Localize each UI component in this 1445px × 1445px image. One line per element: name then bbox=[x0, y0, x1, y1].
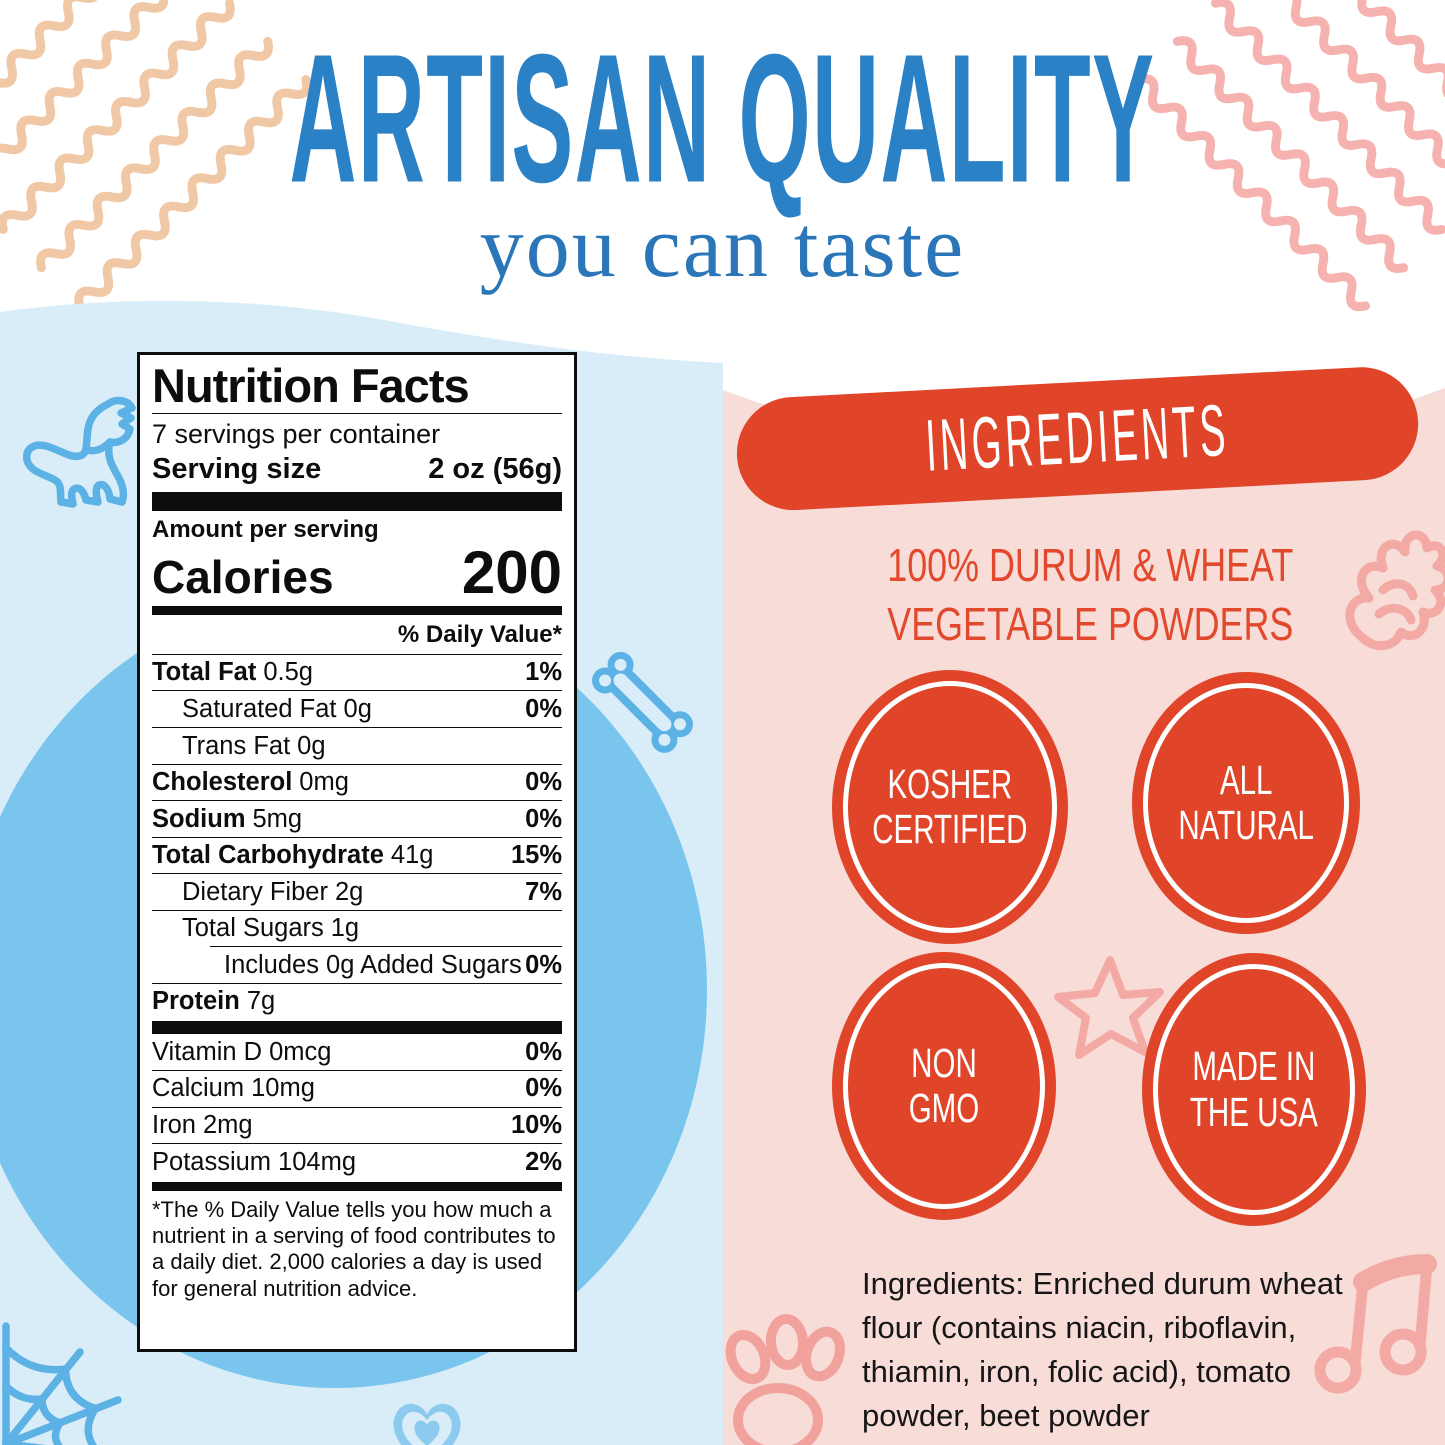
badge-line: CERTIFIED bbox=[872, 806, 1028, 852]
wavy-line bbox=[1287, 0, 1445, 159]
calories-label: Calories bbox=[152, 550, 334, 603]
badge-line: KOSHER bbox=[887, 760, 1013, 807]
badge-line: NATURAL bbox=[1178, 802, 1314, 848]
badge-non-gmo: NON GMO bbox=[832, 952, 1056, 1220]
divider-bar bbox=[152, 1021, 562, 1035]
paw-print-icon bbox=[725, 1314, 845, 1445]
subtitle-line-2: VEGETABLE POWDERS bbox=[887, 597, 1294, 650]
nutrition-facts-label: Nutrition Facts 7 servings per container… bbox=[137, 352, 577, 1352]
divider-bar bbox=[152, 1181, 562, 1191]
nutrient-row: Includes 0g Added Sugars 0% bbox=[210, 946, 562, 983]
wavy-line bbox=[1249, 0, 1445, 197]
nutrient-row: Total Fat 0.5g 1% bbox=[152, 658, 562, 687]
nutrient-row: Cholesterol 0mg 0% bbox=[152, 763, 562, 801]
wavy-line bbox=[1210, 0, 1445, 235]
servings-per-container: 7 servings per container bbox=[152, 418, 441, 449]
ingredients-text: Ingredients: Enriched durum wheat flour … bbox=[862, 1266, 1343, 1434]
badge-line: THE USA bbox=[1190, 1088, 1318, 1135]
subtitle-line-1: 100% DURUM & WHEAT bbox=[887, 539, 1294, 591]
nutrient-row: Dietary Fiber 2g 7% bbox=[152, 873, 562, 910]
badge-made-in-usa: MADE IN THE USA bbox=[1142, 953, 1366, 1226]
nutrient-row: Total Carbohydrate 41g 15% bbox=[152, 836, 562, 874]
badge-line: GMO bbox=[908, 1085, 980, 1131]
star-pasta-icon bbox=[1054, 956, 1164, 1059]
wavy-line bbox=[1134, 74, 1370, 312]
micronutrient-row: Calcium 10mg 0% bbox=[152, 1069, 562, 1107]
pink-panel bbox=[723, 388, 1445, 1445]
dinosaur-icon bbox=[23, 396, 136, 508]
wavy-line bbox=[0, 0, 159, 158]
top-right-waves-icon bbox=[1134, 0, 1445, 312]
wavy-line bbox=[74, 75, 312, 311]
ingredients-banner-title: INGREDIENTS bbox=[923, 390, 1232, 488]
badge-kosher-certified: KOSHER CERTIFIED bbox=[832, 670, 1068, 944]
page-title: ARTISAN QUALITY bbox=[289, 15, 1156, 221]
nutrient-row: Total Sugars 1g bbox=[152, 909, 562, 947]
wavy-line bbox=[36, 36, 273, 273]
badge-line: NON bbox=[911, 1039, 977, 1086]
calories-value: 200 bbox=[461, 538, 562, 606]
spider-web-icon bbox=[2, 1322, 122, 1445]
micronutrient-row: Vitamin D 0mcg 0% bbox=[152, 1037, 562, 1066]
music-note-icon bbox=[1314, 1254, 1437, 1394]
heart-pretzel-icon bbox=[393, 1403, 461, 1445]
page-subtitle: you can taste bbox=[479, 199, 966, 296]
serving-size-row: Serving size 2 oz (56g) bbox=[152, 451, 562, 492]
micronutrient-row: Iron 2mg 10% bbox=[152, 1106, 562, 1144]
divider-bar bbox=[152, 491, 562, 511]
ingredients-paragraph: Ingredients: Enriched durum wheat flour … bbox=[862, 1262, 1367, 1445]
divider-bar bbox=[152, 605, 562, 615]
wavy-line bbox=[1172, 36, 1409, 273]
micronutrient-row: Potassium 104mg 2% bbox=[152, 1143, 562, 1180]
badge-all-natural: ALL NATURAL bbox=[1132, 672, 1360, 934]
rooster-pasta-icon bbox=[1345, 530, 1445, 651]
nutrient-row: Sodium 5mg 0% bbox=[152, 800, 562, 837]
daily-value-header: % Daily Value* bbox=[152, 615, 562, 655]
wavy-line bbox=[0, 0, 197, 196]
badge-line: MADE IN bbox=[1192, 1043, 1316, 1090]
nutrient-row: Protein 7g bbox=[152, 982, 562, 1020]
ingredients-subtitle: 100% DURUM & WHEAT VEGETABLE POWDERS bbox=[830, 536, 1320, 654]
nutrition-facts-title: Nutrition Facts bbox=[152, 362, 562, 414]
serving-size-label: Serving size bbox=[152, 452, 322, 485]
nutrient-row: Trans Fat 0g bbox=[152, 727, 562, 764]
daily-value-footnote: *The % Daily Value tells you how much a … bbox=[152, 1196, 556, 1301]
calories-row: Calories 200 bbox=[152, 538, 562, 606]
top-left-waves-icon bbox=[0, 0, 312, 311]
serving-size-value: 2 oz (56g) bbox=[428, 452, 562, 485]
nutrient-row: Saturated Fat 0g 0% bbox=[152, 690, 562, 727]
amount-per-serving: Amount per serving bbox=[152, 515, 379, 543]
wavy-line bbox=[0, 0, 235, 235]
bone-icon bbox=[592, 651, 693, 753]
badge-line: ALL bbox=[1219, 756, 1273, 803]
